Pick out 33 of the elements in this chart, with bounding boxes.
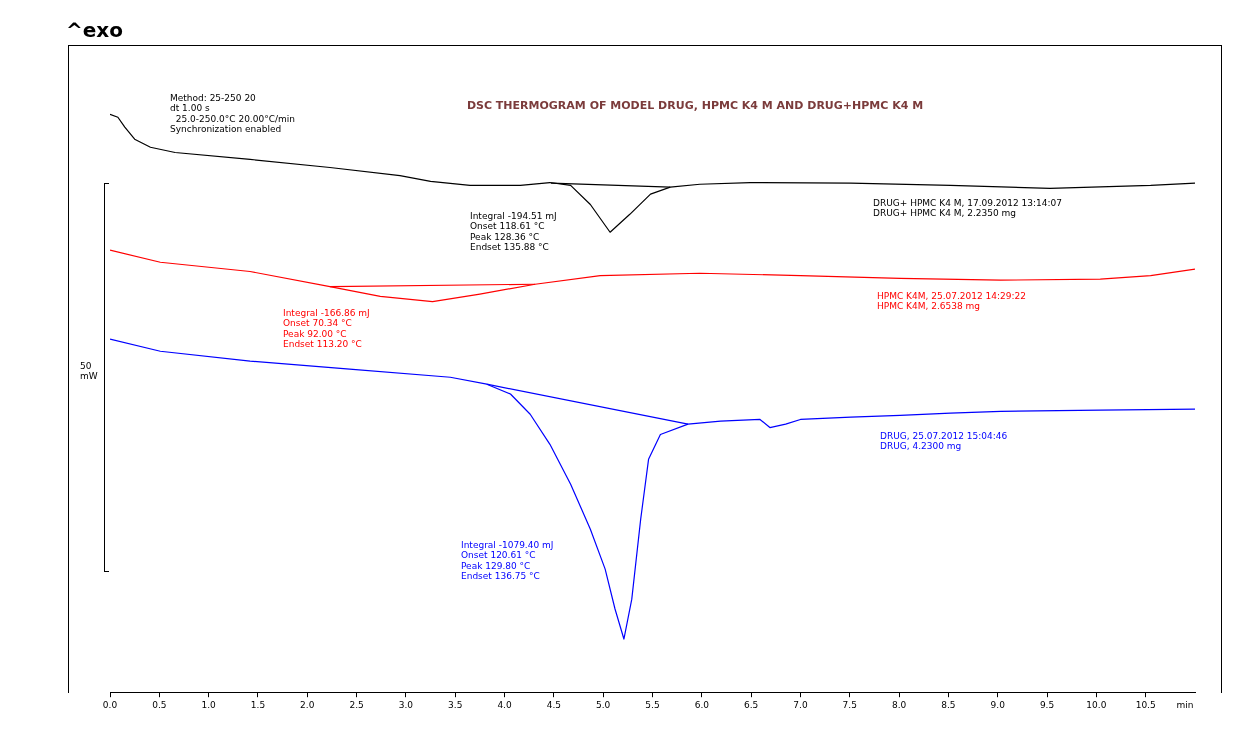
chart-title: DSC THERMOGRAM OF MODEL DRUG, HPMC K4 M AND DRUG+HPMC K4 M (466, 99, 924, 113)
annotation: Integral -1079.40 mJ Onset 120.61 °C Peak 129.80 °C Endset 136.75 °C (461, 539, 554, 582)
text: ^exo (66, 18, 123, 43)
x-tick-label: 1.0 (201, 699, 217, 710)
x-tick-label: 7.5 (842, 699, 857, 710)
x-tick-label: 5.5 (645, 699, 660, 710)
x-tick-label: 4.5 (546, 699, 562, 710)
x-tick-label: 1.5 (250, 699, 266, 710)
text: 50 mW (80, 360, 98, 382)
x-tick-label: 0.5 (152, 699, 167, 710)
annotation: DRUG+ HPMC K4 M, 17.09.2012 13:14:07 DRUG+ HPMC K4 M, 2.2350 mg (873, 197, 1063, 219)
annotation: Integral -166.86 mJ Onset 70.34 °C Peak 92.00 °C Endset 113.20 °C (283, 307, 370, 350)
x-tick-label: 7.0 (793, 699, 808, 710)
x-tick-label: 2.0 (300, 699, 315, 710)
x-tick-label: 8.0 (891, 699, 907, 710)
annotation: Method: 25-250 20 dt 1.00 s 25.0-250.0°C 20.00°C/min Synchronization enabled (170, 92, 295, 135)
x-tick-label: 9.0 (990, 699, 1006, 710)
x-tick-label: 0.0 (102, 699, 118, 710)
x-tick-label: 6.0 (694, 699, 710, 710)
x-tick-label: 10.5 (1135, 699, 1156, 710)
x-tick-label: 5.0 (596, 699, 611, 710)
x-tick-label: 9.5 (1039, 699, 1055, 710)
x-tick-label: 2.5 (349, 699, 364, 710)
x-tick-label: 4.0 (497, 699, 512, 710)
x-tick-label: 6.5 (743, 699, 759, 710)
annotation: Integral -194.51 mJ Onset 118.61 °C Peak 128.36 °C Endset 135.88 °C (470, 210, 557, 253)
x-tick-label: 10.0 (1086, 699, 1107, 710)
annotation: DRUG, 25.07.2012 15:04:46 DRUG, 4.2300 mg (880, 430, 1008, 452)
annotation: HPMC K4M, 25.07.2012 14:29:22 HPMC K4M, 2.6538 mg (877, 290, 1027, 312)
x-tick-label: 3.0 (398, 699, 414, 710)
x-tick-label: 8.5 (941, 699, 956, 710)
x-axis-title: min (1176, 700, 1194, 711)
x-tick-label: 3.5 (448, 699, 463, 710)
